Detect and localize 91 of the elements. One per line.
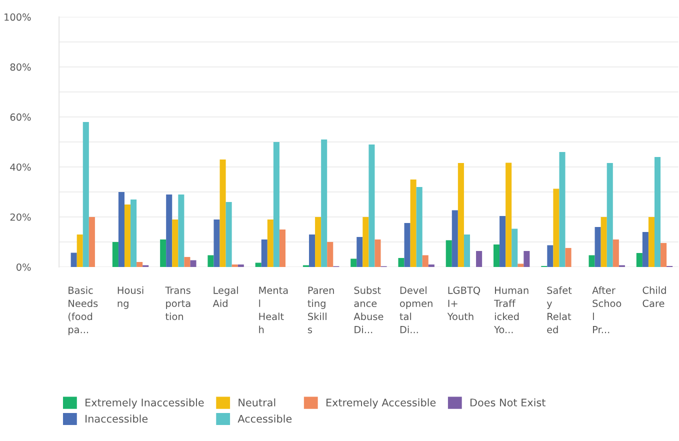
x-tick-label: Legal Aid <box>212 286 238 308</box>
bar <box>500 216 506 267</box>
x-tick-label: Human Traff icked Yo... <box>494 286 528 334</box>
bar <box>524 250 530 267</box>
bar <box>160 239 166 267</box>
legend-label: Does Not Exist <box>470 398 546 406</box>
bar <box>553 188 560 267</box>
x-tick-label: Devel opmen tal Di... <box>400 286 432 334</box>
bar <box>458 162 464 267</box>
bar <box>88 216 95 267</box>
bar <box>321 139 328 267</box>
bar <box>636 252 642 267</box>
legend-label: Neutral <box>238 398 276 406</box>
bar <box>594 226 601 267</box>
legend-label: Accessible <box>238 414 292 423</box>
bar <box>261 239 268 267</box>
bar <box>70 252 77 267</box>
legend-label: Extremely Inaccessible <box>86 398 204 408</box>
bar <box>166 194 172 267</box>
bar <box>136 262 143 267</box>
bar <box>267 219 274 267</box>
y-tick-label: 20% <box>10 213 31 221</box>
bar <box>428 264 434 267</box>
bar <box>654 156 661 267</box>
bar <box>315 216 322 267</box>
bar <box>518 264 524 267</box>
bar <box>255 262 262 267</box>
bar <box>506 162 512 267</box>
bar <box>350 258 357 267</box>
bar <box>208 255 214 267</box>
bar <box>279 229 286 267</box>
bar <box>588 255 595 267</box>
x-tick-label: Trans porta tion <box>165 286 190 320</box>
bar <box>362 216 369 267</box>
bar <box>178 194 184 267</box>
bar <box>398 258 404 267</box>
bar <box>464 234 470 267</box>
x-tick-label: Housi ng <box>118 286 144 309</box>
bar <box>660 242 667 267</box>
x-tick-label: Subst ance Abuse Di... <box>354 286 384 334</box>
bar <box>327 242 334 267</box>
bar <box>606 162 613 267</box>
bar <box>172 219 178 267</box>
bar <box>76 234 83 267</box>
bar <box>124 204 131 267</box>
bar <box>374 239 381 267</box>
bar <box>446 240 452 267</box>
bar <box>547 245 554 267</box>
bar <box>410 179 416 267</box>
x-tick-label: After Schoo l Pr... <box>592 286 622 334</box>
legend-label: Inaccessible <box>86 414 148 423</box>
bar <box>112 242 118 267</box>
x-tick-label: Child Care <box>642 286 666 308</box>
bar <box>565 248 572 267</box>
y-tick-label: 80% <box>10 63 31 71</box>
x-tick-label: Paren ting Skill s <box>308 286 334 334</box>
bar <box>130 199 137 267</box>
bar <box>476 250 482 267</box>
bar <box>612 239 619 267</box>
bar <box>416 186 422 267</box>
y-tick-label: 100% <box>4 13 31 21</box>
y-tick-label: 40% <box>10 163 31 171</box>
x-tick-label: LGBTQ I+ Youth <box>447 286 480 320</box>
bar <box>273 142 280 267</box>
bar <box>190 260 196 267</box>
bar <box>648 216 655 267</box>
legend-label: Extremely Accessible <box>326 398 436 408</box>
bar <box>452 210 458 267</box>
y-tick-label: 60% <box>10 113 31 121</box>
x-tick-label: Menta l Healt h <box>259 286 288 334</box>
bar <box>404 222 410 267</box>
bar <box>356 236 363 267</box>
bar <box>512 228 518 267</box>
bar <box>238 264 244 267</box>
bar <box>422 255 428 267</box>
bar <box>226 202 232 267</box>
bar <box>232 264 238 267</box>
bar <box>308 234 316 267</box>
bar <box>184 256 190 267</box>
bar <box>214 219 220 267</box>
bar <box>494 244 500 267</box>
bar <box>559 152 566 267</box>
bar <box>642 232 648 267</box>
bar <box>600 216 607 267</box>
bar <box>368 144 375 267</box>
x-tick-label: Safet y Relat ed <box>546 286 572 334</box>
bar <box>220 159 226 267</box>
y-tick-label: 0% <box>16 263 31 271</box>
bar <box>82 122 89 267</box>
bar <box>118 192 124 267</box>
x-tick-label: Basic Needs (food pa... <box>68 286 98 336</box>
